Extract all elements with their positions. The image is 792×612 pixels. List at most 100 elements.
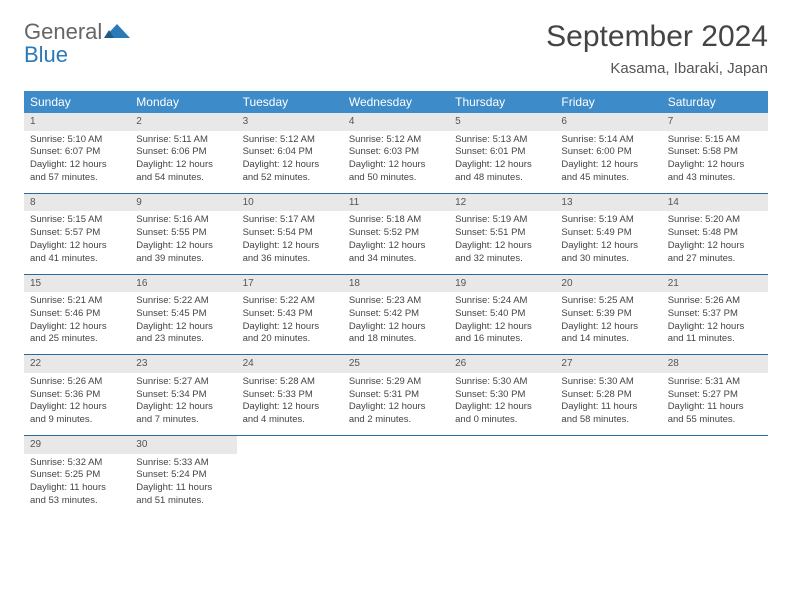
sunset-text: Sunset: 5:27 PM xyxy=(668,389,762,402)
sunrise-text: Sunrise: 5:33 AM xyxy=(136,457,230,470)
day-number: 28 xyxy=(662,355,768,373)
sunrise-text: Sunrise: 5:24 AM xyxy=(455,295,549,308)
calendar-day-cell: 9Sunrise: 5:16 AMSunset: 5:55 PMDaylight… xyxy=(130,193,236,274)
calendar-day-cell: 29Sunrise: 5:32 AMSunset: 5:25 PMDayligh… xyxy=(24,436,130,516)
day-number: 5 xyxy=(449,113,555,131)
daylight-text: Daylight: 12 hours and 32 minutes. xyxy=(455,240,549,266)
day-number: 29 xyxy=(24,436,130,454)
daylight-text: Daylight: 12 hours and 52 minutes. xyxy=(243,159,337,185)
daylight-text: Daylight: 11 hours and 53 minutes. xyxy=(30,482,124,508)
day-body: Sunrise: 5:26 AMSunset: 5:37 PMDaylight:… xyxy=(662,292,768,354)
weekday-head: Saturday xyxy=(662,91,768,113)
weekday-head: Tuesday xyxy=(237,91,343,113)
calendar-day-cell: 27Sunrise: 5:30 AMSunset: 5:28 PMDayligh… xyxy=(555,355,661,436)
calendar-day-cell: 5Sunrise: 5:13 AMSunset: 6:01 PMDaylight… xyxy=(449,113,555,193)
sunrise-text: Sunrise: 5:12 AM xyxy=(349,134,443,147)
calendar-day-cell: 8Sunrise: 5:15 AMSunset: 5:57 PMDaylight… xyxy=(24,193,130,274)
weekday-head: Friday xyxy=(555,91,661,113)
daylight-text: Daylight: 12 hours and 4 minutes. xyxy=(243,401,337,427)
daylight-text: Daylight: 12 hours and 7 minutes. xyxy=(136,401,230,427)
sunrise-text: Sunrise: 5:31 AM xyxy=(668,376,762,389)
day-body: Sunrise: 5:24 AMSunset: 5:40 PMDaylight:… xyxy=(449,292,555,354)
day-body: Sunrise: 5:20 AMSunset: 5:48 PMDaylight:… xyxy=(662,211,768,273)
day-number: 11 xyxy=(343,194,449,212)
sunset-text: Sunset: 5:25 PM xyxy=(30,469,124,482)
day-number: 8 xyxy=(24,194,130,212)
day-body: Sunrise: 5:22 AMSunset: 5:45 PMDaylight:… xyxy=(130,292,236,354)
sunrise-text: Sunrise: 5:12 AM xyxy=(243,134,337,147)
sunset-text: Sunset: 5:37 PM xyxy=(668,308,762,321)
day-number: 30 xyxy=(130,436,236,454)
daylight-text: Daylight: 12 hours and 39 minutes. xyxy=(136,240,230,266)
sunset-text: Sunset: 6:06 PM xyxy=(136,146,230,159)
day-body: Sunrise: 5:32 AMSunset: 5:25 PMDaylight:… xyxy=(24,454,130,516)
day-number: 17 xyxy=(237,275,343,293)
calendar-day-cell: 15Sunrise: 5:21 AMSunset: 5:46 PMDayligh… xyxy=(24,274,130,355)
sunset-text: Sunset: 5:30 PM xyxy=(455,389,549,402)
sunrise-text: Sunrise: 5:18 AM xyxy=(349,214,443,227)
daylight-text: Daylight: 12 hours and 34 minutes. xyxy=(349,240,443,266)
calendar-day-cell: 18Sunrise: 5:23 AMSunset: 5:42 PMDayligh… xyxy=(343,274,449,355)
daylight-text: Daylight: 12 hours and 30 minutes. xyxy=(561,240,655,266)
sunrise-text: Sunrise: 5:29 AM xyxy=(349,376,443,389)
daylight-text: Daylight: 12 hours and 54 minutes. xyxy=(136,159,230,185)
daylight-text: Daylight: 12 hours and 41 minutes. xyxy=(30,240,124,266)
sunset-text: Sunset: 5:39 PM xyxy=(561,308,655,321)
day-body: Sunrise: 5:26 AMSunset: 5:36 PMDaylight:… xyxy=(24,373,130,435)
day-number: 2 xyxy=(130,113,236,131)
day-body: Sunrise: 5:23 AMSunset: 5:42 PMDaylight:… xyxy=(343,292,449,354)
day-number: 23 xyxy=(130,355,236,373)
sunrise-text: Sunrise: 5:30 AM xyxy=(561,376,655,389)
sunset-text: Sunset: 5:57 PM xyxy=(30,227,124,240)
day-body: Sunrise: 5:13 AMSunset: 6:01 PMDaylight:… xyxy=(449,131,555,193)
day-body: Sunrise: 5:28 AMSunset: 5:33 PMDaylight:… xyxy=(237,373,343,435)
daylight-text: Daylight: 12 hours and 2 minutes. xyxy=(349,401,443,427)
calendar-day-cell xyxy=(449,436,555,516)
weekday-head: Monday xyxy=(130,91,236,113)
calendar-day-cell: 16Sunrise: 5:22 AMSunset: 5:45 PMDayligh… xyxy=(130,274,236,355)
calendar-day-cell: 24Sunrise: 5:28 AMSunset: 5:33 PMDayligh… xyxy=(237,355,343,436)
day-body: Sunrise: 5:29 AMSunset: 5:31 PMDaylight:… xyxy=(343,373,449,435)
sunrise-text: Sunrise: 5:14 AM xyxy=(561,134,655,147)
header: General Blue September 2024 Kasama, Ibar… xyxy=(24,20,768,77)
daylight-text: Daylight: 12 hours and 23 minutes. xyxy=(136,321,230,347)
day-number: 16 xyxy=(130,275,236,293)
day-number: 12 xyxy=(449,194,555,212)
calendar-day-cell xyxy=(662,436,768,516)
title-block: September 2024 Kasama, Ibaraki, Japan xyxy=(546,20,768,77)
sunrise-text: Sunrise: 5:17 AM xyxy=(243,214,337,227)
daylight-text: Daylight: 12 hours and 57 minutes. xyxy=(30,159,124,185)
page-title: September 2024 xyxy=(546,20,768,54)
sunrise-text: Sunrise: 5:19 AM xyxy=(455,214,549,227)
day-number: 1 xyxy=(24,113,130,131)
day-body: Sunrise: 5:33 AMSunset: 5:24 PMDaylight:… xyxy=(130,454,236,516)
day-body: Sunrise: 5:19 AMSunset: 5:49 PMDaylight:… xyxy=(555,211,661,273)
day-number: 24 xyxy=(237,355,343,373)
calendar-day-cell: 23Sunrise: 5:27 AMSunset: 5:34 PMDayligh… xyxy=(130,355,236,436)
day-number: 6 xyxy=(555,113,661,131)
day-body: Sunrise: 5:19 AMSunset: 5:51 PMDaylight:… xyxy=(449,211,555,273)
sunset-text: Sunset: 5:48 PM xyxy=(668,227,762,240)
calendar-day-cell: 30Sunrise: 5:33 AMSunset: 5:24 PMDayligh… xyxy=(130,436,236,516)
sunrise-text: Sunrise: 5:19 AM xyxy=(561,214,655,227)
daylight-text: Daylight: 12 hours and 48 minutes. xyxy=(455,159,549,185)
sunset-text: Sunset: 5:40 PM xyxy=(455,308,549,321)
daylight-text: Daylight: 12 hours and 14 minutes. xyxy=(561,321,655,347)
day-number: 26 xyxy=(449,355,555,373)
daylight-text: Daylight: 12 hours and 20 minutes. xyxy=(243,321,337,347)
location: Kasama, Ibaraki, Japan xyxy=(546,60,768,77)
calendar-day-cell: 7Sunrise: 5:15 AMSunset: 5:58 PMDaylight… xyxy=(662,113,768,193)
calendar-day-cell xyxy=(555,436,661,516)
day-body: Sunrise: 5:22 AMSunset: 5:43 PMDaylight:… xyxy=(237,292,343,354)
day-number: 13 xyxy=(555,194,661,212)
sunset-text: Sunset: 5:33 PM xyxy=(243,389,337,402)
sunset-text: Sunset: 5:52 PM xyxy=(349,227,443,240)
day-body: Sunrise: 5:30 AMSunset: 5:28 PMDaylight:… xyxy=(555,373,661,435)
day-body: Sunrise: 5:17 AMSunset: 5:54 PMDaylight:… xyxy=(237,211,343,273)
day-body: Sunrise: 5:31 AMSunset: 5:27 PMDaylight:… xyxy=(662,373,768,435)
calendar-day-cell: 19Sunrise: 5:24 AMSunset: 5:40 PMDayligh… xyxy=(449,274,555,355)
daylight-text: Daylight: 12 hours and 27 minutes. xyxy=(668,240,762,266)
daylight-text: Daylight: 12 hours and 11 minutes. xyxy=(668,321,762,347)
sunset-text: Sunset: 6:07 PM xyxy=(30,146,124,159)
calendar-day-cell: 14Sunrise: 5:20 AMSunset: 5:48 PMDayligh… xyxy=(662,193,768,274)
